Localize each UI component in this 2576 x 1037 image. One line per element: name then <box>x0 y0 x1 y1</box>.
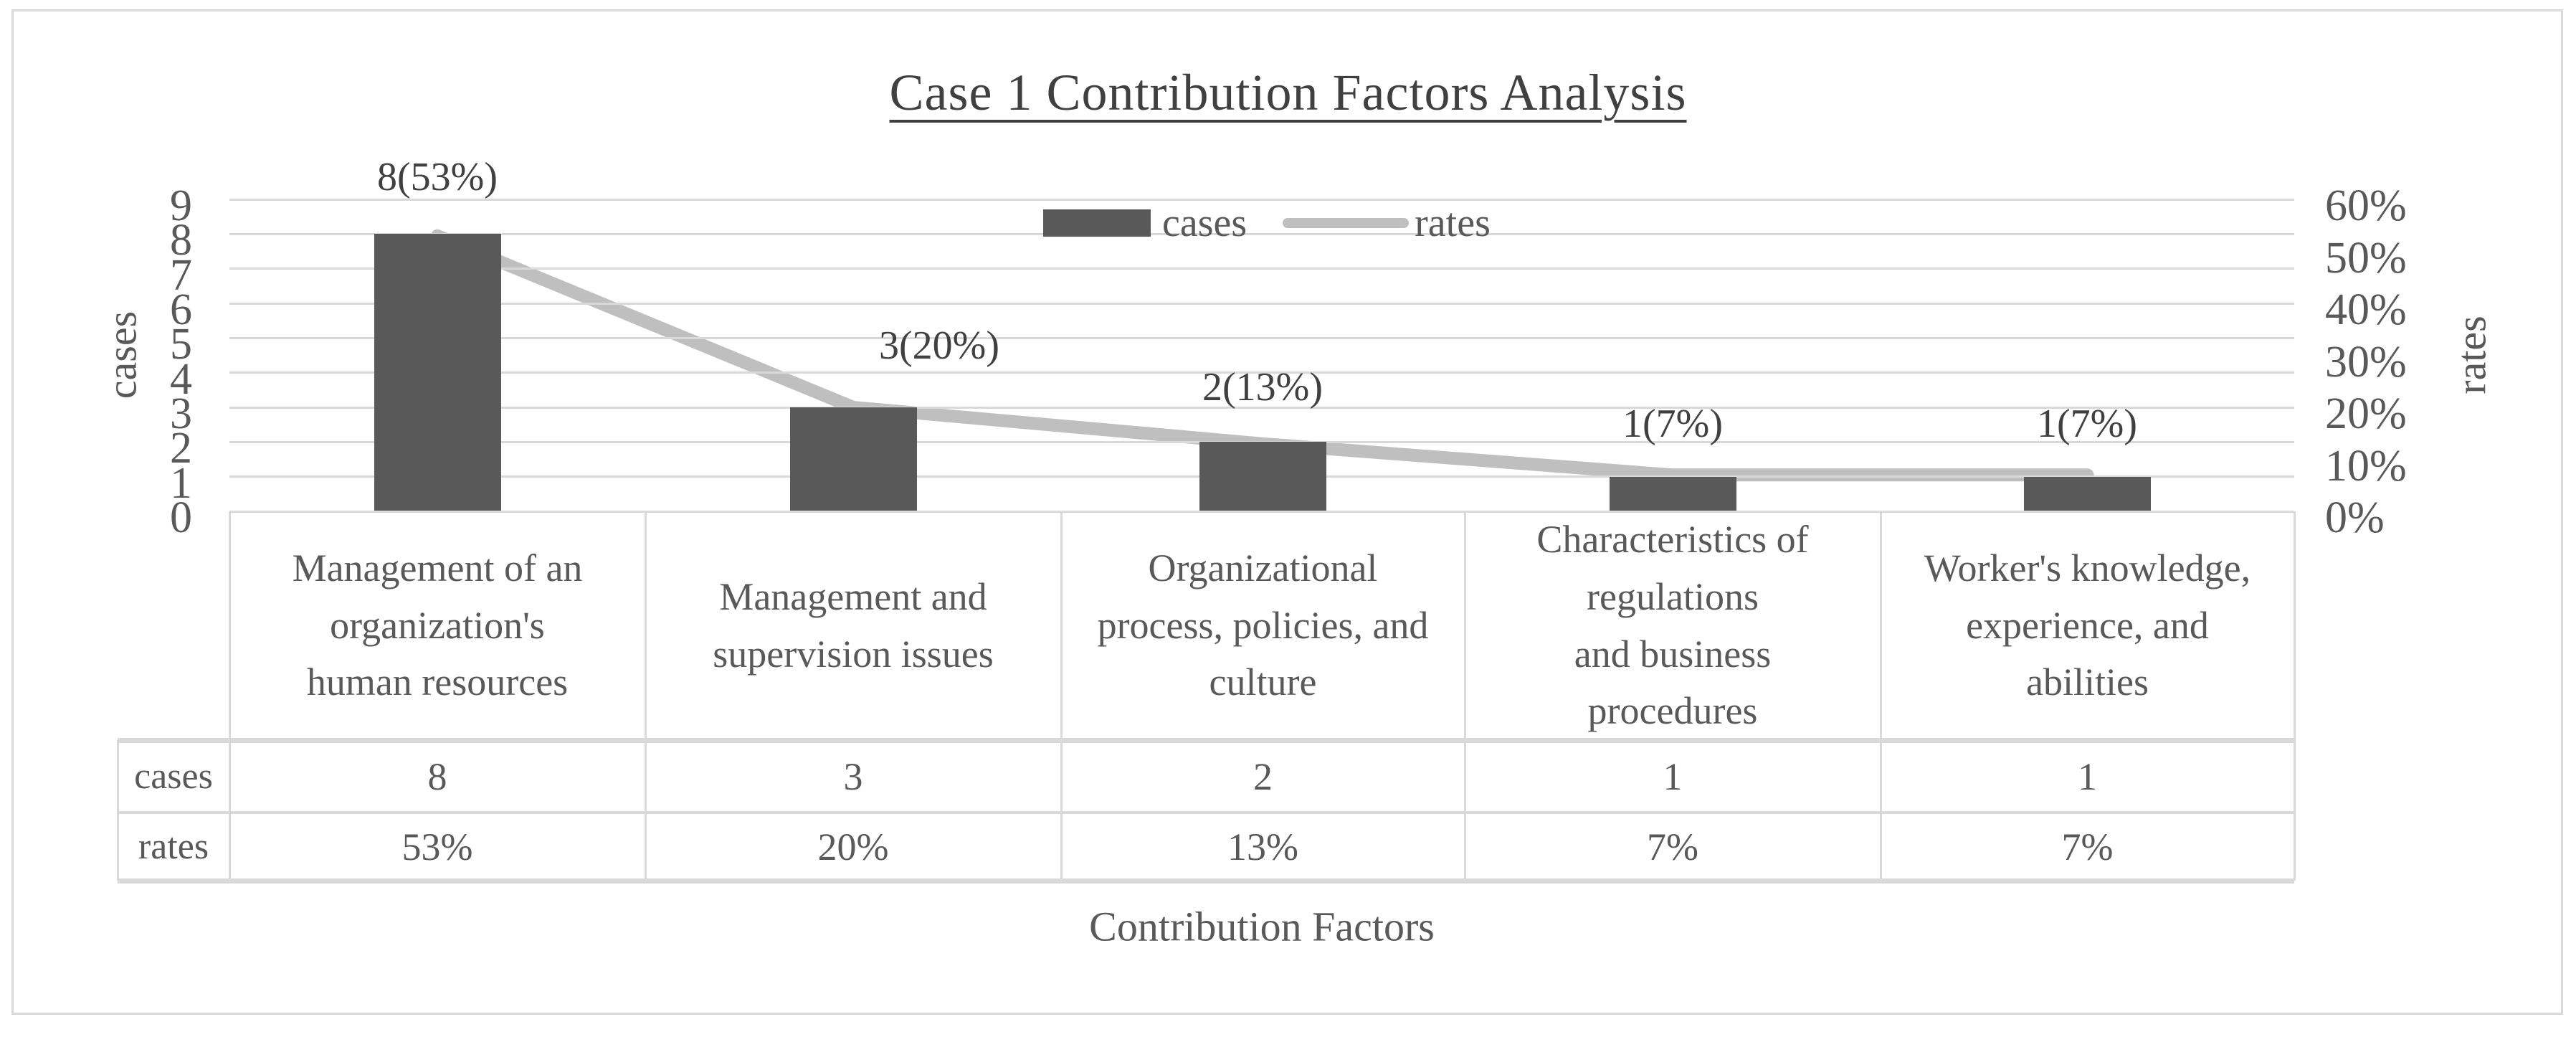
left-axis-tick: 7 <box>170 250 192 300</box>
gridline <box>229 302 2294 305</box>
x-axis-title: Contribution Factors <box>1089 903 1435 950</box>
cases-value-cell: 1 <box>1663 754 1683 798</box>
category-cell: Management of an organization's human re… <box>292 546 583 704</box>
gridline <box>229 198 2294 201</box>
right-axis-tick: 20% <box>2325 389 2407 438</box>
data-label: 3(20%) <box>879 323 999 368</box>
cases-bar <box>374 234 501 511</box>
rates-legend-line-icon <box>1283 218 1410 228</box>
gridline <box>229 267 2294 270</box>
table-border <box>118 811 2294 814</box>
data-label: 2(13%) <box>1202 365 1323 409</box>
cases-bar <box>789 407 917 511</box>
table-border <box>229 510 2294 513</box>
right-axis-tick: 50% <box>2325 233 2407 283</box>
chart-title: Case 1 Contribution Factors Analysis <box>889 64 1687 121</box>
table-border <box>2293 511 2296 881</box>
legend-rates-label: rates <box>1415 201 1491 245</box>
rates-value-cell: 7% <box>2061 825 2114 868</box>
cases-value-cell: 2 <box>1253 754 1273 798</box>
cases-value-cell: 3 <box>843 754 863 798</box>
category-cell: Management and supervision issues <box>713 574 994 676</box>
cases-bar <box>1609 476 1736 511</box>
plot-area <box>229 198 2294 513</box>
rates-value-cell: 53% <box>401 825 473 868</box>
rates-value-cell: 7% <box>1647 825 1698 868</box>
cases-bar <box>1199 442 1326 511</box>
rates-value-cell: 20% <box>817 825 889 868</box>
cases-bar <box>2024 476 2151 511</box>
right-axis-tick: 60% <box>2325 181 2407 230</box>
left-axis-tick: 9 <box>170 181 192 230</box>
left-axis-tick: 3 <box>170 389 192 438</box>
table-border <box>116 740 119 881</box>
data-label: 1(7%) <box>1622 402 1723 446</box>
gridline <box>229 440 2294 443</box>
left-axis-tick: 2 <box>170 424 192 473</box>
gridline <box>229 406 2294 409</box>
table-border <box>1463 511 1466 881</box>
left-axis-tick: 5 <box>170 320 192 369</box>
table-row-header-cases: cases <box>134 756 213 797</box>
rates-value-cell: 13% <box>1227 825 1298 868</box>
gridline <box>229 336 2294 339</box>
category-cell: Organizational process, policies, and cu… <box>1097 546 1429 704</box>
cases-legend-swatch-icon <box>1043 209 1151 237</box>
left-axis-tick: 0 <box>170 493 192 542</box>
legend-cases-label: cases <box>1162 201 1247 245</box>
category-cell: Worker's knowledge, experience, and abil… <box>1924 546 2251 704</box>
left-axis-tick: 1 <box>170 458 192 508</box>
table-row-header-rates: rates <box>138 826 209 867</box>
data-label: 1(7%) <box>2037 402 2137 446</box>
left-axis-tick: 4 <box>170 354 192 404</box>
table-border <box>1060 511 1063 881</box>
right-axis-tick: 10% <box>2325 441 2407 491</box>
cases-value-cell: 8 <box>427 754 447 798</box>
right-axis-title: rates <box>2448 316 2495 394</box>
right-axis-tick: 40% <box>2325 285 2407 334</box>
table-border <box>1879 511 1882 881</box>
table-border <box>118 878 2294 884</box>
left-axis-tick: 8 <box>170 216 192 265</box>
legend: cases rates <box>1043 201 1491 245</box>
data-label: 8(53%) <box>377 155 498 199</box>
gridline <box>229 371 2294 374</box>
table-border <box>118 737 2294 743</box>
right-axis-tick: 30% <box>2325 337 2407 387</box>
cases-value-cell: 1 <box>2078 754 2097 798</box>
table-border <box>644 511 647 881</box>
gridline <box>229 232 2294 235</box>
table-border <box>228 511 231 881</box>
right-axis-tick: 0% <box>2325 493 2385 542</box>
rates-line <box>431 229 2094 482</box>
left-axis-tick: 6 <box>170 285 192 334</box>
category-cell: Characteristics of regulations and busin… <box>1536 517 1809 733</box>
